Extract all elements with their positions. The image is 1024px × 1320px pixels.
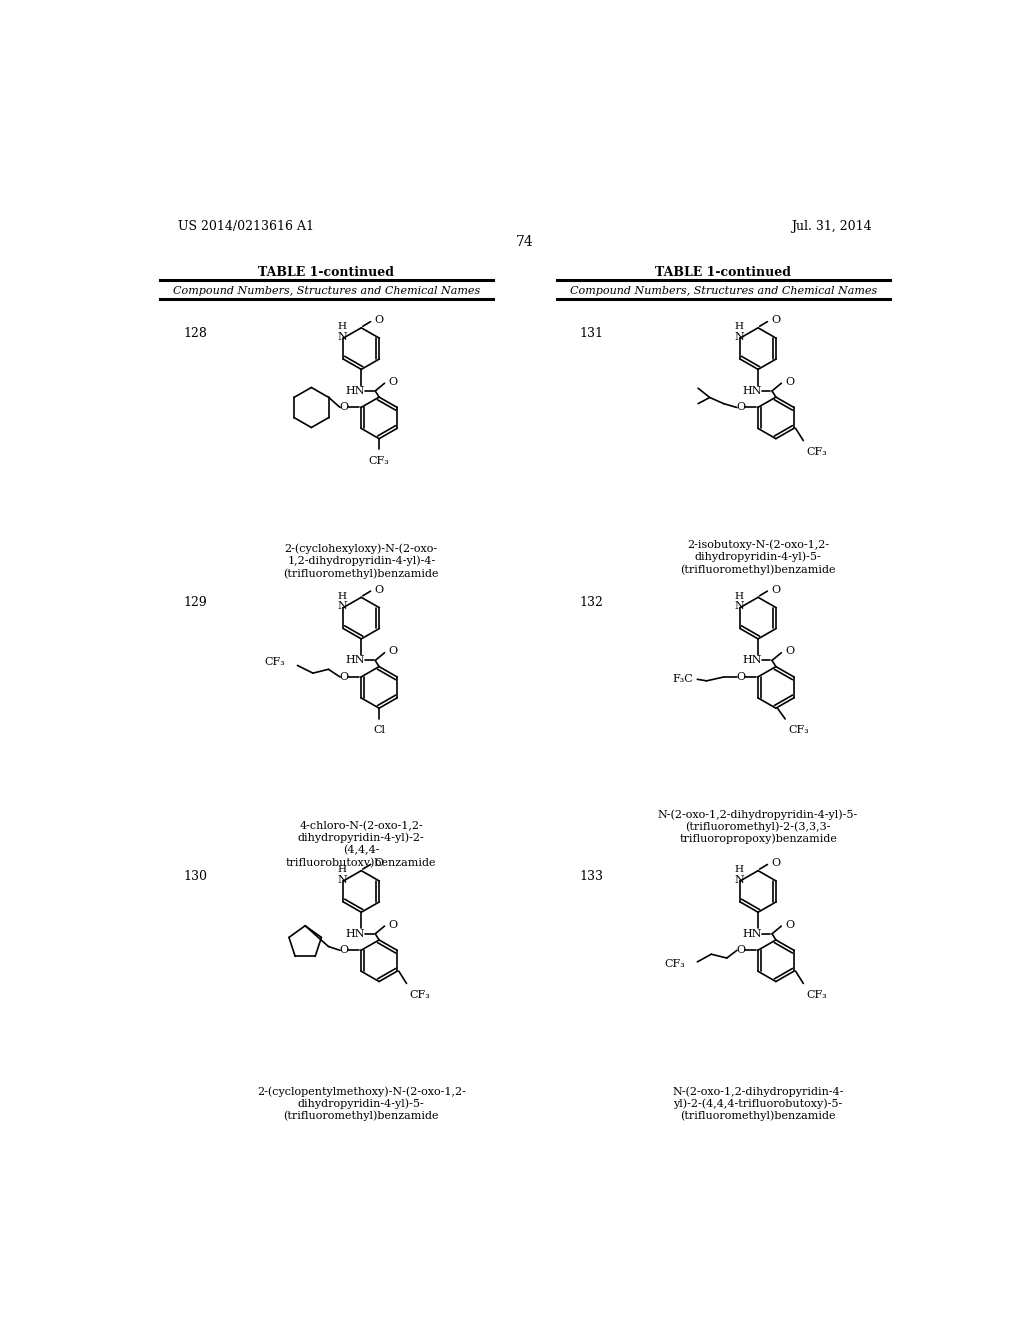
Text: N: N [734,875,744,884]
Text: CF₃: CF₃ [807,990,827,999]
Text: O: O [375,315,384,325]
Text: O: O [771,858,780,869]
Text: O: O [375,858,384,869]
Text: O: O [785,376,795,387]
Text: O: O [339,403,348,412]
Text: 131: 131 [580,326,604,339]
Text: O: O [388,376,397,387]
Text: Cl: Cl [373,725,385,735]
Text: HN: HN [742,385,762,396]
Text: US 2014/0213616 A1: US 2014/0213616 A1 [178,219,314,232]
Text: O: O [339,945,348,956]
Text: Compound Numbers, Structures and Chemical Names: Compound Numbers, Structures and Chemica… [173,286,480,296]
Text: CF₃: CF₃ [665,960,685,969]
Text: CF₃: CF₃ [807,446,827,457]
Text: H: H [734,865,743,874]
Text: HN: HN [742,929,762,939]
Text: 2-(cyclohexyloxy)-N-(2-oxo-
1,2-dihydropyridin-4-yl)-4-
(trifluoromethyl)benzami: 2-(cyclohexyloxy)-N-(2-oxo- 1,2-dihydrop… [284,544,439,578]
Text: 4-chloro-N-(2-oxo-1,2-
dihydropyridin-4-yl)-2-
(4,4,4-
trifluorobutoxy)benzamide: 4-chloro-N-(2-oxo-1,2- dihydropyridin-4-… [286,821,436,867]
Text: O: O [771,315,780,325]
Text: 133: 133 [580,870,604,883]
Text: 132: 132 [580,597,604,610]
Text: 128: 128 [183,326,207,339]
Text: CF₃: CF₃ [410,990,430,999]
Text: O: O [375,585,384,594]
Text: H: H [338,322,347,331]
Text: O: O [785,920,795,929]
Text: N: N [338,601,347,611]
Text: O: O [736,672,745,682]
Text: O: O [388,647,397,656]
Text: O: O [388,920,397,929]
Text: N: N [338,331,347,342]
Text: 2-isobutoxy-N-(2-oxo-1,2-
dihydropyridin-4-yl)-5-
(trifluoromethyl)benzamide: 2-isobutoxy-N-(2-oxo-1,2- dihydropyridin… [680,540,836,574]
Text: O: O [736,945,745,956]
Text: 129: 129 [183,597,207,610]
Text: 2-(cyclopentylmethoxy)-N-(2-oxo-1,2-
dihydropyridin-4-yl)-5-
(trifluoromethyl)be: 2-(cyclopentylmethoxy)-N-(2-oxo-1,2- dih… [257,1086,466,1122]
Text: HN: HN [345,929,365,939]
Text: N-(2-oxo-1,2-dihydropyridin-4-yl)-5-
(trifluoromethyl)-2-(3,3,3-
trifluoropropox: N-(2-oxo-1,2-dihydropyridin-4-yl)-5- (tr… [658,809,858,845]
Text: HN: HN [345,385,365,396]
Text: CF₃: CF₃ [369,455,389,466]
Text: Compound Numbers, Structures and Chemical Names: Compound Numbers, Structures and Chemica… [569,286,877,296]
Text: HN: HN [742,656,762,665]
Text: HN: HN [345,656,365,665]
Text: CF₃: CF₃ [264,656,285,667]
Text: O: O [785,647,795,656]
Text: CF₃: CF₃ [788,725,809,735]
Text: TABLE 1-continued: TABLE 1-continued [655,265,792,279]
Text: Jul. 31, 2014: Jul. 31, 2014 [792,219,872,232]
Text: F₃C: F₃C [672,675,692,684]
Text: N: N [734,331,744,342]
Text: O: O [771,585,780,594]
Text: O: O [736,403,745,412]
Text: H: H [338,865,347,874]
Text: H: H [338,591,347,601]
Text: N: N [734,601,744,611]
Text: H: H [734,591,743,601]
Text: 74: 74 [516,235,534,248]
Text: O: O [339,672,348,682]
Text: H: H [734,322,743,331]
Text: 130: 130 [183,870,207,883]
Text: N: N [338,875,347,884]
Text: TABLE 1-continued: TABLE 1-continued [258,265,394,279]
Text: N-(2-oxo-1,2-dihydropyridin-4-
yl)-2-(4,4,4-trifluorobutoxy)-5-
(trifluoromethyl: N-(2-oxo-1,2-dihydropyridin-4- yl)-2-(4,… [673,1086,844,1122]
